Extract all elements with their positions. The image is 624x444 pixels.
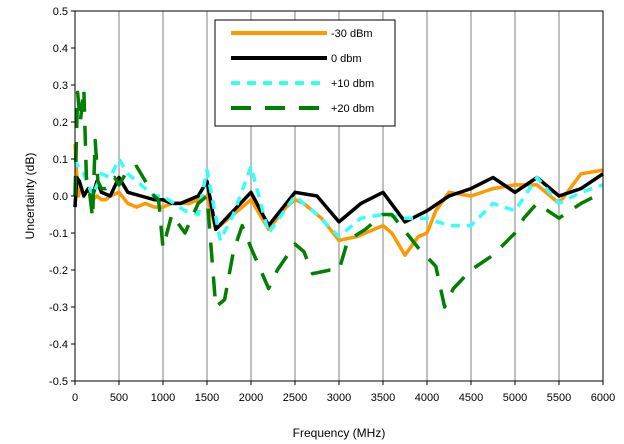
series-lines [73,86,604,309]
x-tick-label: 1500 [195,392,219,404]
y-tick-label: 0.3 [53,80,68,92]
y-tick-label: -0.1 [49,228,68,240]
x-tick-label: 3500 [371,392,395,404]
x-tick-label: 500 [110,392,128,404]
x-tick-label: 4500 [459,392,483,404]
x-tick-labels: 0 500 1000 1500 2000 2500 3000 3500 4000 4500 5000… [72,392,615,404]
y-tick-label: 0.1 [53,154,68,166]
legend-label: +20 dbm [331,103,374,115]
y-tick-label: 0.2 [53,117,68,129]
axis-ticks [71,10,604,385]
series-line [73,86,604,309]
y-tick-label: 0.5 [53,6,68,18]
y-axis-title: Uncertainty (dB) [23,153,37,240]
x-tick-label: 2500 [283,392,307,404]
legend-label: +10 dbm [331,78,374,90]
x-tick-label: 5500 [547,392,571,404]
y-tick-label: -0.4 [49,339,68,351]
x-tick-label: 5000 [503,392,527,404]
legend-label: 0 dbm [331,53,362,65]
y-tick-label: -0.5 [49,376,68,388]
x-tick-label: 0 [72,392,78,404]
series-line [73,157,604,243]
y-tick-label: -0.3 [49,302,68,314]
y-tick-label: 0.0 [53,191,68,203]
x-tick-label: 6000 [591,392,615,404]
x-tick-label: 3000 [327,392,351,404]
x-tick-label: 2000 [239,392,263,404]
y-tick-label: 0.4 [53,43,68,55]
y-tick-label: -0.2 [49,265,68,277]
legend-label: -30 dBm [331,28,373,40]
y-tick-labels: -0.5 -0.4 -0.3 -0.2 -0.1 0.0 0.1 0.2 0.3 0.4 0.5 [49,6,68,388]
x-tick-label: 4000 [415,392,439,404]
legend: -30 dBm 0 dbm +10 dbm +20 dbm [214,19,396,127]
x-axis-title: Frequency (MHz) [293,426,386,440]
x-tick-label: 1000 [151,392,175,404]
